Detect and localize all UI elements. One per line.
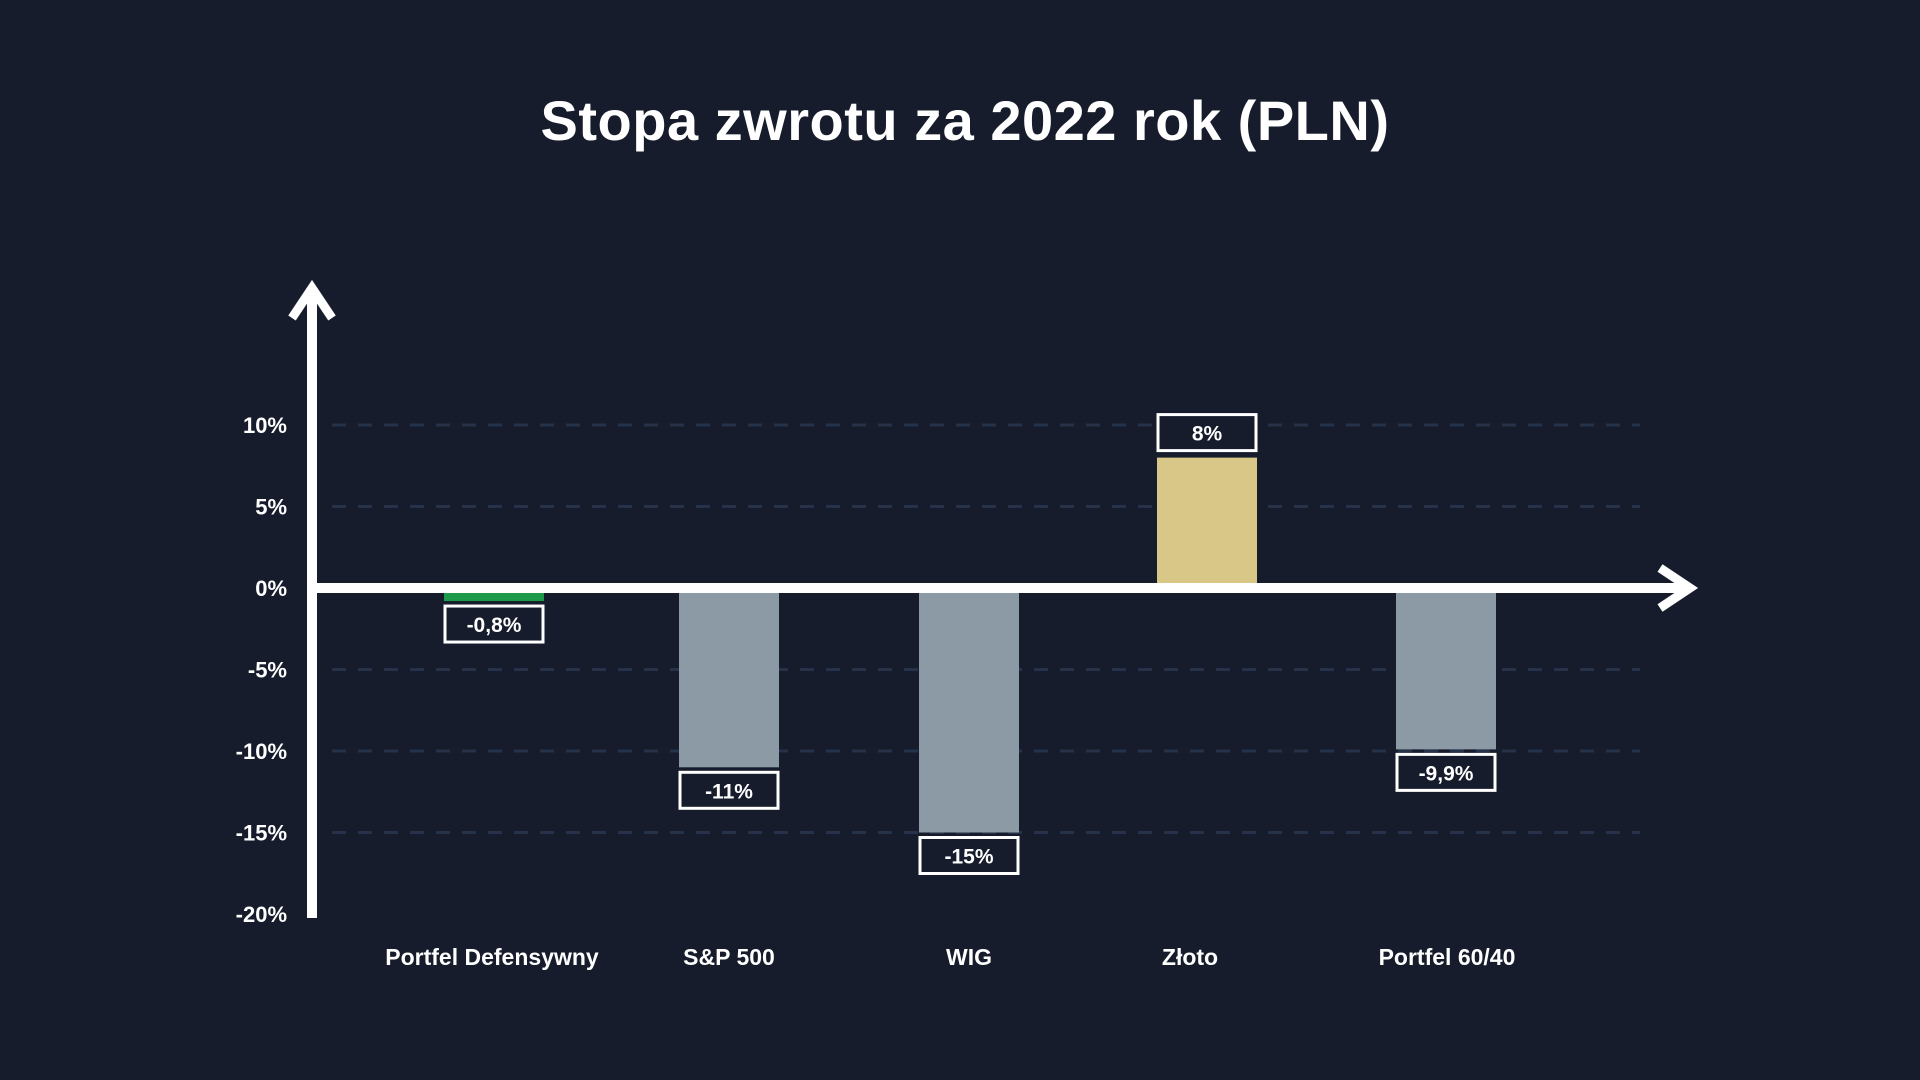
y-tick-label: 0% xyxy=(255,576,287,601)
bar-1 xyxy=(679,593,779,768)
bar-2 xyxy=(919,593,1019,833)
data-label-2: -15% xyxy=(944,846,993,869)
y-tick-label: -15% xyxy=(236,821,287,846)
y-tick-label: -5% xyxy=(248,658,287,683)
bar-0 xyxy=(444,593,544,602)
data-label-4: -9,9% xyxy=(1419,762,1474,785)
chart-title: Stopa zwrotu za 2022 rok (PLN) xyxy=(540,89,1390,152)
data-label-box-2 xyxy=(918,836,1020,875)
data-label-box-0 xyxy=(443,604,545,644)
data-label-1: -11% xyxy=(705,780,753,803)
x-axis-arrow-icon xyxy=(1657,564,1699,612)
data-label-box-4 xyxy=(1395,752,1497,792)
category-label-1: S&P 500 xyxy=(683,944,775,970)
category-label-2: WIG xyxy=(946,944,992,970)
bar-3 xyxy=(1157,457,1257,583)
data-label-box-1 xyxy=(678,770,780,810)
y-axis-arrow-icon xyxy=(288,279,336,321)
y-tick-label: 5% xyxy=(255,495,287,520)
data-label-box-3 xyxy=(1156,413,1258,453)
category-label-0: Portfel Defensywny xyxy=(385,944,599,970)
data-label-0: -0,8% xyxy=(467,614,522,637)
y-tick-label: 10% xyxy=(243,413,287,438)
y-tick-label: -10% xyxy=(236,739,287,764)
category-label-3: Złoto xyxy=(1162,944,1218,970)
category-label-4: Portfel 60/40 xyxy=(1379,944,1516,970)
bar-4 xyxy=(1396,593,1496,750)
y-tick-label: -20% xyxy=(236,902,287,927)
data-label-3: 8% xyxy=(1192,423,1223,446)
